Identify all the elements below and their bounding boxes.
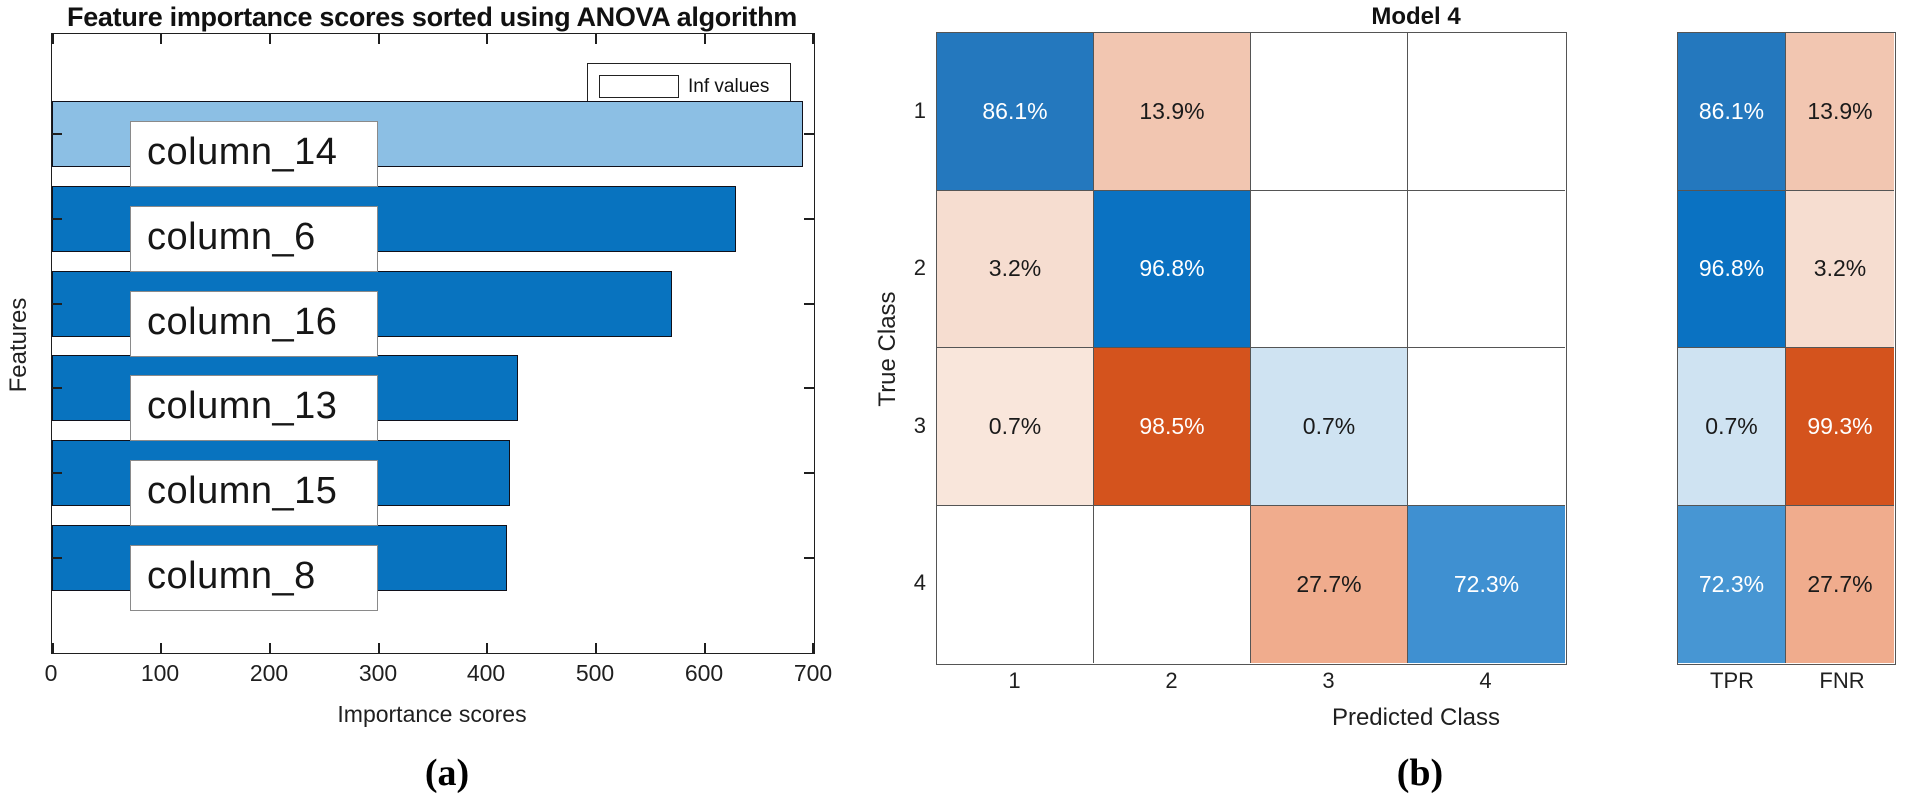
x-tick-mark [595,643,597,653]
x-tick-label: 400 [466,660,506,686]
col-label-3: 3 [1322,668,1335,693]
true-class-label: True Class [874,291,901,407]
x-tick-label: 0 [44,660,58,686]
y-tick-mark [804,218,814,220]
y-tick-mark [52,472,62,474]
y-tick-mark [804,387,814,389]
summary-cell-r1-FNR: 13.9% [1786,33,1894,191]
cell-r1-c3 [1251,33,1408,191]
row-label-4: 4 [913,570,926,596]
col-label-4: 4 [1479,668,1492,693]
row-label-1: 1 [913,97,926,123]
cell-r1-c4 [1408,33,1565,191]
row-label-2: 2 [913,255,926,281]
y-tick-mark [52,133,62,135]
x-tick-label: 600 [684,660,724,686]
x-tick-label: 200 [249,660,289,686]
x-tick-mark [160,34,162,44]
x-tick-mark [704,643,706,653]
x-tick-label: 500 [575,660,615,686]
x-tick-mark [704,34,706,44]
bar-label-column_15: column_15 [130,460,378,526]
row-label-3: 3 [913,412,926,438]
summary-cell-r1-TPR: 86.1% [1678,33,1786,191]
x-tick-mark [486,34,488,44]
bar-label-column_6: column_6 [130,206,378,272]
matrix-title: Model 4 [1371,3,1461,30]
summary-cell-r2-FNR: 3.2% [1786,190,1894,348]
y-tick-mark [804,557,814,559]
cell-r4-c4: 72.3% [1408,505,1565,663]
bar-label-column_8: column_8 [130,545,378,611]
x-tick-mark [378,34,380,44]
x-tick-mark [269,34,271,44]
y-tick-mark [804,133,814,135]
y-tick-mark [804,472,814,474]
cell-r4-c1 [937,505,1094,663]
col-label-2: 2 [1165,668,1178,693]
cell-r1-c1: 86.1% [937,33,1094,191]
cell-r4-c3: 27.7% [1251,505,1408,663]
cell-r2-c3 [1251,190,1408,348]
cell-r3-c2: 98.5% [1094,348,1251,506]
col-label-1: 1 [1008,668,1021,693]
legend-label: Inf values [688,75,770,97]
x-tick-mark [595,34,597,44]
bar-label-column_16: column_16 [130,291,378,357]
x-tick-label: 100 [140,660,180,686]
cell-r3-c1: 0.7% [937,348,1094,506]
summary-cell-r4-FNR: 27.7% [1786,505,1894,663]
x-tick-mark [812,34,814,44]
x-tick-mark [160,643,162,653]
legend-swatch-icon [599,75,679,98]
y-tick-mark [804,303,814,305]
x-tick-mark [269,643,271,653]
predicted-class-label: Predicted Class [1331,704,1501,731]
y-tick-mark [52,387,62,389]
confusion-matrix-grid: 86.1% 13.9% 3.2% 96.8% 0.7% 98.5% 0.7% 27.7% 72.… [936,32,1567,665]
cell-r3-c4 [1408,348,1565,506]
x-axis-label: Importance scores [337,701,527,727]
x-tick-label: 300 [358,660,398,686]
cell-r4-c2 [1094,505,1251,663]
x-tick-label: 700 [793,660,833,686]
x-tick-mark [52,34,54,44]
summary-cell-r4-TPR: 72.3% [1678,505,1786,663]
cell-r2-c4 [1408,190,1565,348]
summary-cell-r3-FNR: 99.3% [1786,348,1894,506]
cell-r1-c2: 13.9% [1094,33,1251,191]
x-tick-mark [52,643,54,653]
tpr-column-label: TPR [1710,668,1754,693]
y-axis-label: Features [5,297,32,393]
y-tick-mark [52,303,62,305]
summary-cell-r2-TPR: 96.8% [1678,190,1786,348]
y-tick-mark [52,557,62,559]
bar-label-column_14: column_14 [130,121,378,187]
bar-label-column_13: column_13 [130,375,378,441]
chart-title: Feature importance scores sorted using A… [67,2,797,32]
panel-label-b: (b) [1396,752,1444,794]
tpr-fnr-grid: 86.1% 13.9% 96.8% 3.2% 0.7% 99.3% 72.3% 27.7% [1677,32,1896,665]
summary-cell-r3-TPR: 0.7% [1678,348,1786,506]
cell-r2-c1: 3.2% [937,190,1094,348]
x-tick-mark [378,643,380,653]
x-tick-mark [812,643,814,653]
x-tick-mark [486,643,488,653]
y-tick-mark [52,218,62,220]
fnr-column-label: FNR [1819,668,1865,693]
cell-r3-c3: 0.7% [1251,348,1408,506]
cell-r2-c2: 96.8% [1094,190,1251,348]
panel-label-a: (a) [424,752,470,794]
